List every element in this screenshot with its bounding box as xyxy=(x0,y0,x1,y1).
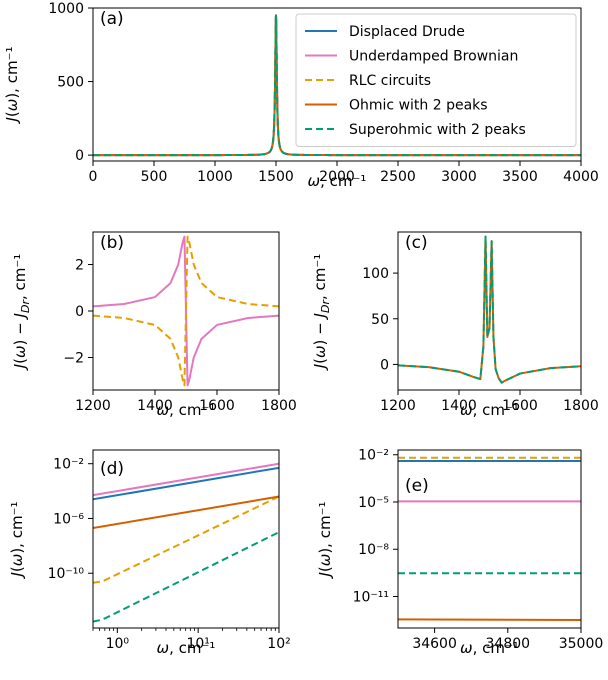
x-tick-label: 1800 xyxy=(563,398,599,414)
panel-3: 10⁰ 10¹ 10² 10⁻² 10⁻⁶ 10⁻¹⁰ (d) ω, cm⁻¹ J(ω), cm… xyxy=(8,449,291,657)
series-group xyxy=(398,456,581,622)
y-tick-label: 10⁻⁶ xyxy=(53,511,84,527)
series-group xyxy=(398,235,581,384)
x-tick-label: 1400 xyxy=(137,398,173,414)
series-line-superohmic-with-2-peaks xyxy=(93,531,279,623)
y-tick-label: 10⁻¹¹ xyxy=(353,589,389,605)
legend-entry-superohmic-with-2-peaks: Superohmic with 2 peaks xyxy=(349,122,526,138)
panel-0: 0 500 1000 1500 2000 2500 3000 3500 4000 0 500 1000… xyxy=(3,1,599,190)
panel-4: 34600 34800 35000 10⁻² 10⁻⁵ 10⁻⁸ 10⁻¹¹ (e) ω, cm… xyxy=(316,448,603,657)
x-tick-label: 10² xyxy=(267,636,290,652)
y-tick-label: 1000 xyxy=(48,1,84,17)
y-tick-label: 100 xyxy=(362,266,389,282)
y-tick-label: 0 xyxy=(380,357,389,373)
x-tick-label: 1600 xyxy=(199,398,235,414)
panel-2: 1200 1400 1600 1800 0 50 100 (c) ω, cm⁻¹ J(ω) − J… xyxy=(311,231,599,419)
x-tick-label: 1500 xyxy=(258,169,294,185)
series-line-superohmic-with-2-peaks xyxy=(93,14,581,157)
axes-frame xyxy=(397,231,582,391)
axes-frame xyxy=(397,449,582,629)
x-tick-label: 500 xyxy=(141,169,168,185)
series-group xyxy=(93,462,279,623)
series-line-superohmic-with-2-peaks xyxy=(398,235,581,384)
x-tick-label: 1600 xyxy=(502,398,538,414)
x-tick-label: 1200 xyxy=(75,398,111,414)
x-tick-label: 0 xyxy=(89,169,98,185)
legend: Displaced Drude Underdamped Brownian RLC c… xyxy=(295,13,577,147)
y-tick-label: 10⁻¹⁰ xyxy=(48,566,85,582)
y-tick-label: 10⁻⁵ xyxy=(358,495,389,511)
panel-label: (a) xyxy=(100,9,124,29)
panel-label: (e) xyxy=(405,476,429,496)
x-tick-label: 4000 xyxy=(563,169,599,185)
y-tick-label: 2 xyxy=(75,258,84,274)
x-axis-label: ω, cm⁻¹ xyxy=(157,401,216,419)
series-group xyxy=(93,14,581,157)
series-line-ohmic-with-2-peaks xyxy=(398,618,581,622)
y-tick-label: 500 xyxy=(57,75,84,91)
series-line-underdamped-brownian xyxy=(93,235,279,387)
legend-entry-ohmic-with-2-peaks: Ohmic with 2 peaks xyxy=(349,98,488,114)
x-tick-label: 2000 xyxy=(319,169,355,185)
y-tick-label: 50 xyxy=(371,312,389,328)
y-tick-label: 0 xyxy=(75,304,84,320)
y-tick-label: 10⁻² xyxy=(358,448,389,464)
y-axis-label: J(ω), cm⁻¹ xyxy=(3,46,21,124)
y-tick-label: −2 xyxy=(63,350,84,366)
x-axis-label: ω, cm⁻¹ xyxy=(460,401,519,419)
x-tick-label: 2500 xyxy=(380,169,416,185)
x-tick-label: 1400 xyxy=(441,398,477,414)
series-line-ohmic-with-2-peaks xyxy=(93,495,279,530)
y-tick-label: 10⁻⁸ xyxy=(358,542,389,558)
x-tick-label: 10¹ xyxy=(186,636,209,652)
y-axis-label: J(ω), cm⁻¹ xyxy=(8,501,26,579)
series-line-rlc-circuits xyxy=(93,495,279,584)
legend-entry-rlc-circuits: RLC circuits xyxy=(349,73,431,89)
series-line-underdamped-brownian xyxy=(93,462,279,497)
y-axis-label: J(ω) − JDr, cm⁻¹ xyxy=(11,254,32,372)
legend-entry-displaced-drude: Displaced Drude xyxy=(349,24,465,40)
y-axis-label: J(ω), cm⁻¹ xyxy=(316,501,334,579)
legend-entry-underdamped-brownian: Underdamped Brownian xyxy=(349,49,518,65)
x-tick-label: 34800 xyxy=(486,636,531,652)
series-line-rlc-circuits xyxy=(93,235,279,387)
x-tick-label: 1000 xyxy=(197,169,233,185)
x-tick-label: 3500 xyxy=(502,169,538,185)
x-tick-label: 1200 xyxy=(380,398,416,414)
y-tick-label: 10⁻² xyxy=(53,457,84,473)
x-tick-label: 35000 xyxy=(559,636,604,652)
x-axis-label: ω, cm⁻¹ xyxy=(157,639,216,657)
x-axis-label: ω, cm⁻¹ xyxy=(460,639,519,657)
x-tick-label: 1800 xyxy=(261,398,297,414)
panel-1: 1200 1400 1600 1800 −2 0 2 (b) ω, cm⁻¹ J(ω) − JDr… xyxy=(11,231,297,419)
panel-label: (b) xyxy=(100,233,124,253)
legend-box xyxy=(295,13,577,147)
y-axis-label: J(ω) − JDr, cm⁻¹ xyxy=(311,254,332,372)
x-axis-label: ω, cm⁻¹ xyxy=(308,172,367,190)
series-line-displaced-drude xyxy=(93,466,279,501)
y-tick-label: 0 xyxy=(75,148,84,164)
series-group xyxy=(93,235,279,387)
x-tick-label: 3000 xyxy=(441,169,477,185)
panel-label: (d) xyxy=(100,459,124,479)
x-tick-label: 34600 xyxy=(412,636,457,652)
x-tick-label: 10⁰ xyxy=(106,636,130,652)
panel-label: (c) xyxy=(405,233,428,253)
